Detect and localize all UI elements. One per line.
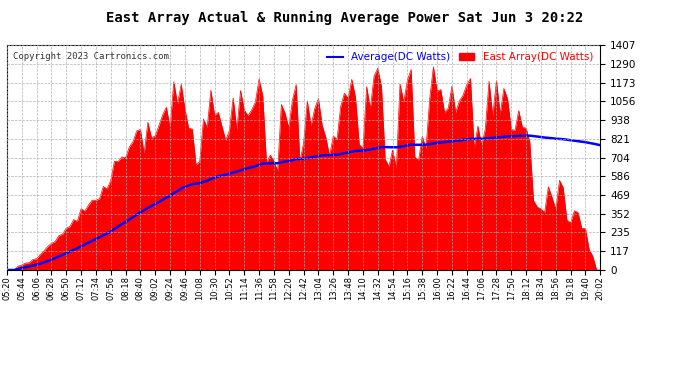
Legend: Average(DC Watts), East Array(DC Watts): Average(DC Watts), East Array(DC Watts) (325, 50, 595, 64)
Text: Copyright 2023 Cartronics.com: Copyright 2023 Cartronics.com (13, 52, 169, 61)
Text: East Array Actual & Running Average Power Sat Jun 3 20:22: East Array Actual & Running Average Powe… (106, 11, 584, 26)
